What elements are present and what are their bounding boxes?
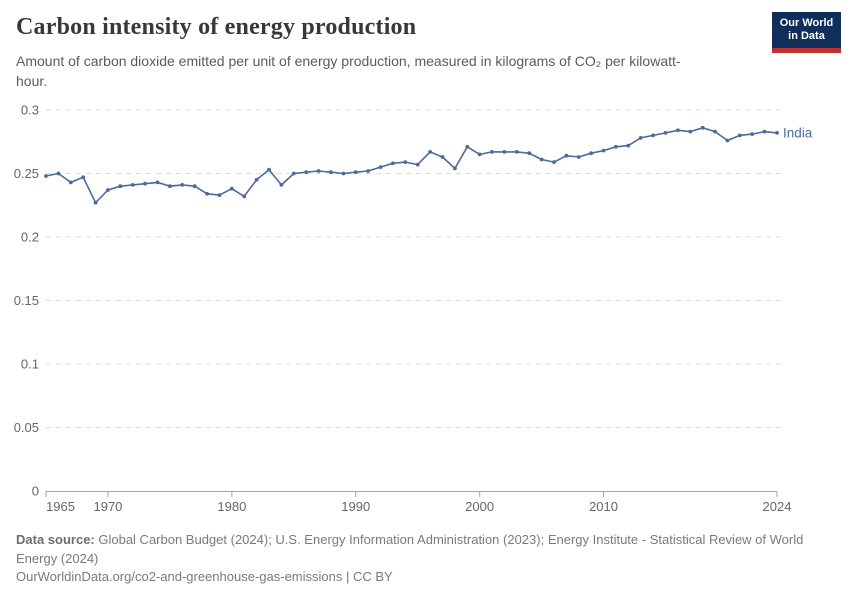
data-point [564, 153, 569, 158]
data-point [229, 186, 234, 191]
data-point [725, 138, 730, 143]
data-point [254, 177, 259, 182]
data-point [663, 131, 668, 135]
data-point [366, 169, 370, 173]
data-point [589, 151, 594, 156]
data-source-text: Global Carbon Budget (2024); U.S. Energy… [16, 532, 804, 566]
data-point [304, 170, 309, 175]
data-point [155, 180, 160, 185]
data-point [428, 150, 432, 154]
x-axis-tick-label: 1965 [46, 499, 75, 514]
data-point [44, 174, 48, 178]
data-point [403, 160, 408, 164]
data-point [291, 171, 296, 176]
data-point [576, 155, 581, 159]
chart-subtitle: Amount of carbon dioxide emitted per uni… [16, 53, 681, 90]
page-title: Carbon intensity of energy production [16, 14, 417, 40]
data-point [750, 132, 755, 136]
data-point [552, 160, 556, 164]
source-url: OurWorldinData.org/co2-and-greenhouse-ga… [16, 569, 393, 584]
data-point [180, 183, 185, 187]
data-point [192, 184, 197, 189]
data-point [217, 193, 222, 197]
data-point [465, 144, 470, 149]
data-point [676, 128, 680, 133]
data-point [143, 181, 148, 186]
data-point [353, 170, 358, 175]
y-axis-tick-label: 0.05 [14, 420, 39, 435]
data-point [638, 136, 643, 140]
data-source-note: Data source: Global Carbon Budget (2024)… [16, 531, 828, 569]
data-point [527, 151, 532, 156]
x-axis-tick-label: 1980 [217, 499, 246, 514]
data-point [775, 131, 779, 135]
data-point [651, 133, 655, 138]
data-point [614, 144, 618, 149]
data-point [316, 169, 321, 173]
y-axis-tick-label: 0.3 [21, 103, 39, 118]
data-point [391, 161, 395, 166]
data-point [93, 200, 98, 205]
data-point [329, 170, 333, 175]
data-point [106, 188, 110, 192]
data-point [514, 150, 519, 154]
data-point [440, 155, 445, 159]
owid-logo: Our World in Data [772, 12, 841, 53]
data-point [68, 180, 73, 185]
y-axis-tick-label: 0 [32, 484, 39, 499]
data-point [502, 150, 507, 154]
data-point [118, 184, 123, 189]
data-point [700, 125, 705, 130]
data-point [477, 152, 482, 157]
owid-logo-line1: Our World [779, 17, 834, 29]
data-point [378, 165, 383, 169]
data-point [279, 183, 284, 187]
data-point [688, 129, 693, 134]
y-axis-tick-label: 0.15 [14, 293, 39, 308]
data-point [539, 157, 544, 162]
x-axis-tick-label: 2024 [763, 499, 792, 514]
y-axis-tick-label: 0.25 [14, 166, 39, 181]
data-point [490, 150, 494, 154]
data-point [341, 171, 346, 176]
data-point [267, 167, 271, 172]
data-point [415, 162, 420, 167]
x-axis-tick-label: 1970 [93, 499, 122, 514]
data-line-india [45, 126, 778, 204]
x-axis-tick-label: 2000 [465, 499, 494, 514]
data-point [713, 129, 717, 134]
data-point [601, 148, 606, 153]
data-point [453, 166, 457, 171]
data-point [762, 129, 767, 134]
data-source-label: Data source: [16, 532, 95, 547]
data-point [168, 184, 172, 189]
data-point [737, 133, 742, 138]
x-axis-tick-label: 2010 [589, 499, 618, 514]
data-point [205, 191, 210, 196]
owid-logo-line2: in Data [788, 30, 825, 42]
data-point [130, 183, 135, 187]
data-point [242, 194, 247, 199]
x-axis-tick-label: 1990 [341, 499, 370, 514]
data-point [56, 171, 61, 176]
y-axis-tick-label: 0.2 [21, 230, 39, 245]
series-label-india: India [783, 125, 813, 140]
data-point [81, 175, 86, 180]
y-axis-tick-label: 0.1 [21, 357, 39, 372]
line-chart-canvas[interactable]: 0 0.05 0.1 0.15 0.2 0.25 0.3 1965 1970 1980 1990 20… [0, 90, 850, 520]
data-point [626, 143, 631, 148]
